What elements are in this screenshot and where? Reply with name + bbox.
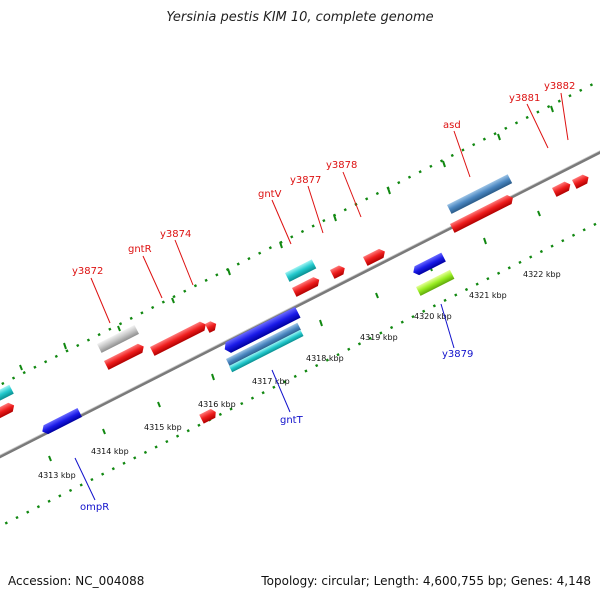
scale-label: 4319 kbp xyxy=(360,333,398,342)
genome-summary-text: Topology: circular; Length: 4,600,755 bp… xyxy=(261,574,591,588)
gene-arrow xyxy=(447,174,513,214)
accession-text: Accession: NC_004088 xyxy=(8,574,145,588)
gene-label-gntV: gntV xyxy=(258,189,282,200)
gene-label-y3874: y3874 xyxy=(160,229,191,240)
gene-arrow xyxy=(225,322,301,367)
gene-arrow xyxy=(330,265,345,279)
gene-arrow xyxy=(0,384,14,401)
gene-arrow xyxy=(363,248,385,266)
gene-label-gntT: gntT xyxy=(280,415,304,426)
gene-arrow xyxy=(104,343,144,370)
gene-arrow xyxy=(150,321,206,356)
gene-label-gntR: gntR xyxy=(128,244,152,255)
gene-arrow xyxy=(450,195,513,233)
map-title: Yersinia pestis KIM 10, complete genome xyxy=(166,10,434,25)
genome-backbone xyxy=(0,112,600,486)
gene-arrow xyxy=(552,181,571,197)
gene-arrow xyxy=(0,402,15,419)
reverse-genes xyxy=(42,252,455,435)
gene-arrow xyxy=(224,306,301,353)
gene-arrow xyxy=(229,329,304,373)
scale-label: 4321 kbp xyxy=(469,291,507,300)
gene-label-y3881: y3881 xyxy=(509,93,540,104)
scale-label: 4314 kbp xyxy=(91,447,129,456)
gene-arrow xyxy=(42,407,82,435)
gene-label-y3879: y3879 xyxy=(442,349,473,360)
gene-arrow xyxy=(416,269,455,296)
reverse-tick-ruler xyxy=(0,167,600,541)
scale-label: 4322 kbp xyxy=(523,270,561,279)
gene-label-y3877: y3877 xyxy=(290,175,321,186)
scale-labels: 4313 kbp 4314 kbp 4315 kbp 4316 kbp 4317… xyxy=(38,270,561,480)
gene-arrow xyxy=(97,324,139,353)
scale-label: 4320 kbp xyxy=(414,312,452,321)
scale-label: 4316 kbp xyxy=(198,400,236,409)
scale-label: 4315 kbp xyxy=(144,423,182,432)
label-leaders xyxy=(74,92,569,501)
gene-label-y3878: y3878 xyxy=(326,160,357,171)
forward-tick-ruler xyxy=(0,55,600,429)
gene-arrow xyxy=(292,277,320,297)
gene-label-asd: asd xyxy=(443,120,461,131)
scale-label: 4313 kbp xyxy=(38,471,76,480)
gene-arrow xyxy=(285,259,317,282)
gene-label-y3872: y3872 xyxy=(72,266,103,277)
gene-label-ompR: ompR xyxy=(80,502,109,513)
gene-labels: y3872 gntR y3874 gntV y3877 y3878 asd y3… xyxy=(72,81,575,513)
gene-arrow xyxy=(205,321,217,333)
gene-arrow xyxy=(572,174,589,189)
forward-major-ticks xyxy=(19,105,554,371)
gene-label-y3882: y3882 xyxy=(544,81,575,92)
gene-arrow xyxy=(413,252,446,276)
scale-label: 4318 kbp xyxy=(306,354,344,363)
scale-label: 4317 kbp xyxy=(252,377,290,386)
forward-genes xyxy=(0,174,589,424)
